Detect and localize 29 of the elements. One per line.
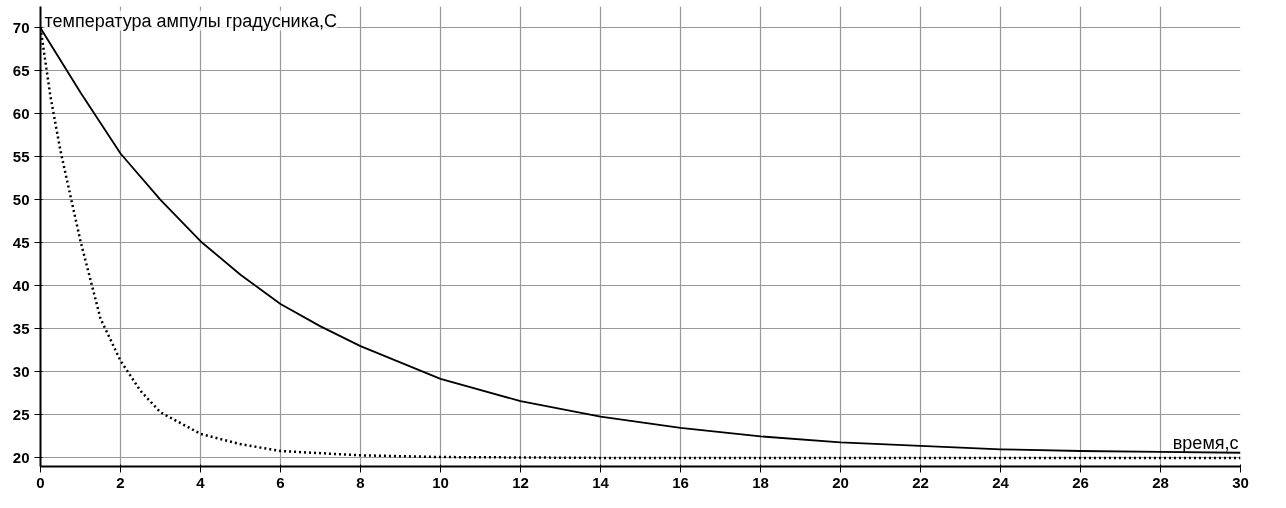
x-tick-label: 0 xyxy=(36,473,45,491)
x-tick-label: 8 xyxy=(356,473,365,491)
y-tick-label: 50 xyxy=(12,190,30,208)
y-tick-label: 70 xyxy=(12,19,30,36)
y-tick-label: 35 xyxy=(12,319,30,337)
x-tick-label: 14 xyxy=(592,473,610,491)
y-tick-label: 20 xyxy=(12,448,30,466)
x-tick-label: 12 xyxy=(512,473,529,491)
y-tick-label: 30 xyxy=(12,362,30,380)
x-tick-label: 30 xyxy=(1232,473,1249,491)
x-tick-label: 22 xyxy=(912,473,929,491)
x-axis-title: время,с xyxy=(1172,432,1239,453)
x-tick-label: 26 xyxy=(1072,473,1089,491)
y-axis-title: температура ампулы градусника,С xyxy=(44,10,337,31)
x-tick-label: 4 xyxy=(196,473,206,491)
x-tick-label: 2 xyxy=(116,473,125,491)
x-tick-label: 16 xyxy=(672,473,689,491)
x-tick-label: 10 xyxy=(432,473,449,491)
y-tick-label: 40 xyxy=(12,276,30,294)
x-tick-label: 28 xyxy=(1152,473,1169,491)
y-tick-label: 55 xyxy=(12,147,30,165)
x-tick-label: 24 xyxy=(992,473,1010,491)
y-tick-label: 45 xyxy=(12,233,30,251)
x-tick-label: 18 xyxy=(752,473,769,491)
y-tick-label: 60 xyxy=(12,104,30,122)
x-tick-label: 20 xyxy=(832,473,849,491)
x-tick-label: 6 xyxy=(276,473,285,491)
y-tick-label: 25 xyxy=(12,405,30,423)
y-tick-label: 65 xyxy=(12,61,30,79)
